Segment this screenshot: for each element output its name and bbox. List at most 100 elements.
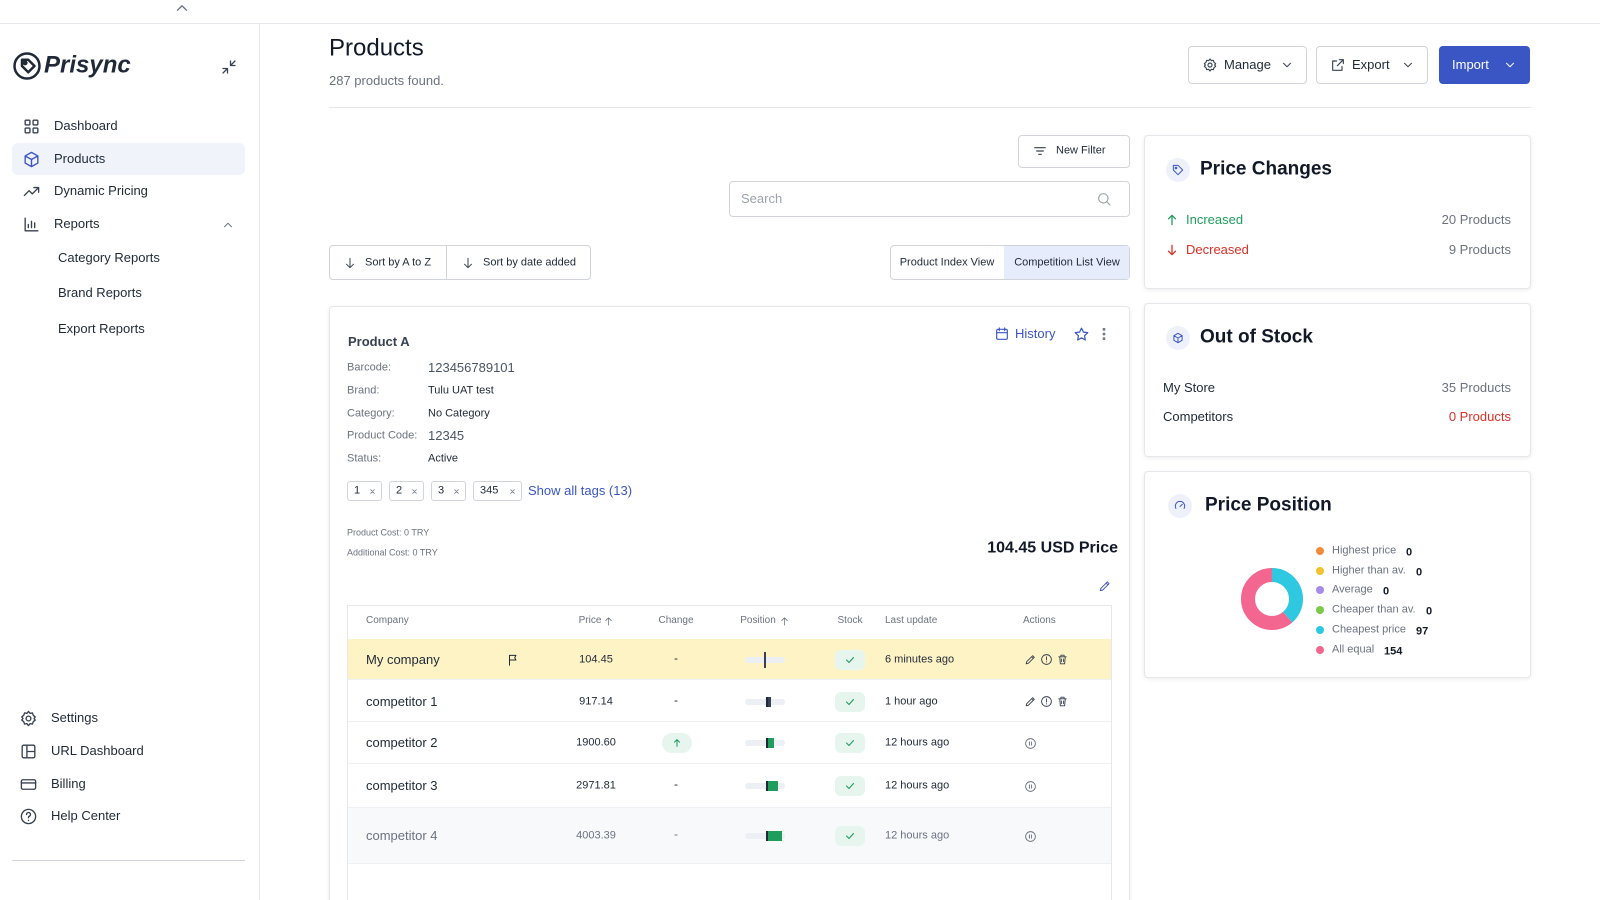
brand-logo[interactable] — [12, 51, 42, 81]
search-input[interactable] — [729, 181, 1130, 217]
sort-asc[interactable] — [603, 616, 614, 627]
price-changes-card — [1144, 135, 1531, 289]
tag[interactable] — [431, 481, 466, 501]
nav-subitem[interactable]: Category Reports — [58, 250, 160, 266]
row-action[interactable] — [1024, 653, 1037, 666]
change-cell: - — [674, 826, 678, 841]
reports-toggle[interactable] — [221, 218, 235, 232]
new-filter-button[interactable] — [1018, 135, 1130, 168]
icon-shape — [1174, 166, 1178, 170]
row-action[interactable] — [1024, 695, 1037, 708]
nav-item[interactable]: Products — [54, 151, 106, 167]
position-marker — [764, 651, 766, 668]
edit-price[interactable] — [1098, 579, 1112, 593]
legend-value: 97 — [1416, 625, 1429, 638]
icon-shape — [1028, 833, 1032, 839]
icon-shape — [23, 118, 31, 126]
favorite-icon[interactable] — [1073, 326, 1090, 343]
change-value: 20 Products — [1441, 212, 1511, 228]
view-option[interactable]: Product Index View — [899, 256, 995, 269]
nav-item[interactable]: Settings — [51, 710, 98, 726]
nav-item[interactable]: URL Dashboard — [51, 743, 144, 759]
tag-remove[interactable] — [452, 487, 461, 496]
price-cell: 104.45 — [579, 652, 613, 665]
tag-remove[interactable] — [410, 487, 419, 496]
tag[interactable] — [389, 481, 424, 501]
collapse-top[interactable] — [173, 0, 191, 17]
stock-value: 0 Products — [1448, 409, 1511, 425]
icon-shape — [1024, 737, 1036, 749]
table-row — [348, 722, 1111, 764]
sort-icon[interactable] — [343, 256, 357, 270]
nav-subitem[interactable]: Brand Reports — [58, 285, 142, 301]
product-cost: Product Cost: 0 TRY — [347, 527, 430, 538]
history-link[interactable]: History — [1015, 326, 1056, 342]
tag[interactable] — [473, 481, 522, 501]
stock-check — [845, 832, 855, 840]
collapse-sidebar[interactable] — [220, 58, 238, 76]
row-action[interactable] — [1024, 780, 1037, 793]
row-action[interactable] — [1056, 695, 1069, 708]
brand-name[interactable]: Prisync — [44, 51, 131, 79]
icon-shape — [369, 488, 375, 494]
change-cell: - — [674, 692, 678, 707]
sort-icon[interactable] — [461, 256, 475, 270]
more-icon[interactable] — [1096, 326, 1112, 342]
field-value: 12345 — [428, 428, 465, 444]
sidebar — [0, 24, 260, 900]
icon-shape — [1506, 62, 1514, 68]
sidebar-divider — [12, 860, 245, 861]
legend-label: Cheaper than av. — [1332, 603, 1416, 616]
view-option[interactable]: Competition List View — [1014, 256, 1120, 269]
nav-item[interactable]: Billing — [51, 776, 86, 792]
tag-remove[interactable] — [368, 487, 377, 496]
icon-shape — [22, 60, 28, 66]
icon-shape — [845, 782, 855, 790]
row-action[interactable] — [1024, 737, 1037, 750]
nav-item[interactable]: Help Center — [51, 808, 121, 824]
stock-check — [845, 656, 855, 663]
button-caret — [1283, 62, 1291, 68]
sort-asc[interactable] — [779, 616, 790, 627]
field-label: Category: — [347, 407, 395, 420]
stock-badge — [835, 691, 865, 712]
field-label: Barcode: — [347, 361, 392, 374]
icon-shape — [1203, 58, 1217, 72]
own-flag — [509, 654, 517, 666]
icon-shape — [509, 654, 517, 666]
icon-shape — [23, 151, 39, 167]
button-caret — [1404, 62, 1412, 68]
donut-segment[interactable] — [1241, 568, 1303, 630]
out-of-stock-card — [1144, 303, 1531, 457]
row-action[interactable] — [1024, 830, 1037, 843]
stock-label: Competitors — [1163, 409, 1234, 425]
icon-shape — [411, 488, 417, 494]
show-tags-link[interactable]: Show all tags (13) — [528, 483, 633, 499]
icon-shape — [20, 710, 36, 726]
button-label: Export — [1352, 57, 1390, 73]
nav-item[interactable]: Dynamic Pricing — [54, 183, 148, 199]
table-row — [348, 681, 1111, 722]
row-action[interactable] — [1040, 653, 1053, 666]
header-button[interactable] — [1439, 46, 1530, 84]
sort-divider — [446, 245, 447, 280]
history-icon[interactable] — [994, 326, 1010, 342]
tag-remove[interactable] — [508, 487, 517, 496]
row-action[interactable] — [1056, 653, 1069, 666]
donut-chart — [1241, 568, 1303, 630]
icon-shape — [346, 257, 354, 269]
position-track — [745, 833, 785, 839]
sort-button[interactable]: Sort by A to Z — [365, 256, 432, 269]
icon-shape — [224, 222, 232, 228]
column-header: Actions — [1023, 615, 1056, 626]
tag-label: 1 — [354, 484, 361, 497]
tag[interactable] — [347, 481, 382, 501]
last-update: 12 hours ago — [885, 829, 950, 842]
row-action[interactable] — [1040, 695, 1053, 708]
nav-item[interactable]: Dashboard — [54, 118, 118, 134]
nav-item[interactable]: Reports — [54, 216, 100, 232]
legend-label: Higher than av. — [1332, 564, 1406, 577]
sort-button[interactable]: Sort by date added — [483, 256, 576, 269]
nav-subitem[interactable]: Export Reports — [58, 321, 145, 337]
column-header: Price — [578, 615, 602, 626]
